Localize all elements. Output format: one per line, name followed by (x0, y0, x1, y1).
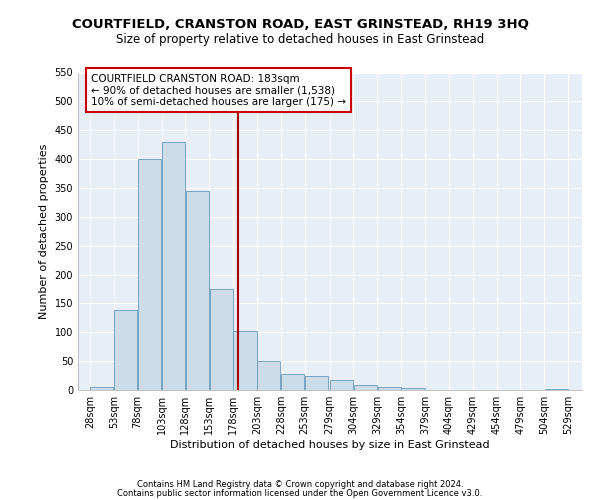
X-axis label: Distribution of detached houses by size in East Grinstead: Distribution of detached houses by size … (170, 440, 490, 450)
Bar (354, 386, 377, 390)
Bar (401, 388, 425, 390)
Text: Contains HM Land Registry data © Crown copyright and database right 2024.: Contains HM Land Registry data © Crown c… (137, 480, 463, 489)
Bar (257, 361, 280, 390)
Y-axis label: Number of detached properties: Number of detached properties (39, 144, 49, 319)
Bar (186, 191, 209, 390)
Text: COURTFIELD, CRANSTON ROAD, EAST GRINSTEAD, RH19 3HQ: COURTFIELD, CRANSTON ROAD, EAST GRINSTEA… (71, 18, 529, 30)
Bar (330, 380, 353, 390)
Text: Size of property relative to detached houses in East Grinstead: Size of property relative to detached ho… (116, 32, 484, 46)
Bar (233, 330, 257, 390)
Bar (305, 376, 328, 390)
Bar (281, 374, 304, 390)
Bar (138, 159, 161, 390)
Bar (114, 310, 137, 390)
Text: COURTFIELD CRANSTON ROAD: 183sqm
← 90% of detached houses are smaller (1,538)
10: COURTFIELD CRANSTON ROAD: 183sqm ← 90% o… (91, 74, 346, 107)
Text: Contains public sector information licensed under the Open Government Licence v3: Contains public sector information licen… (118, 489, 482, 498)
Bar (162, 142, 185, 390)
Bar (377, 387, 401, 390)
Bar (209, 289, 233, 390)
Bar (91, 387, 113, 390)
